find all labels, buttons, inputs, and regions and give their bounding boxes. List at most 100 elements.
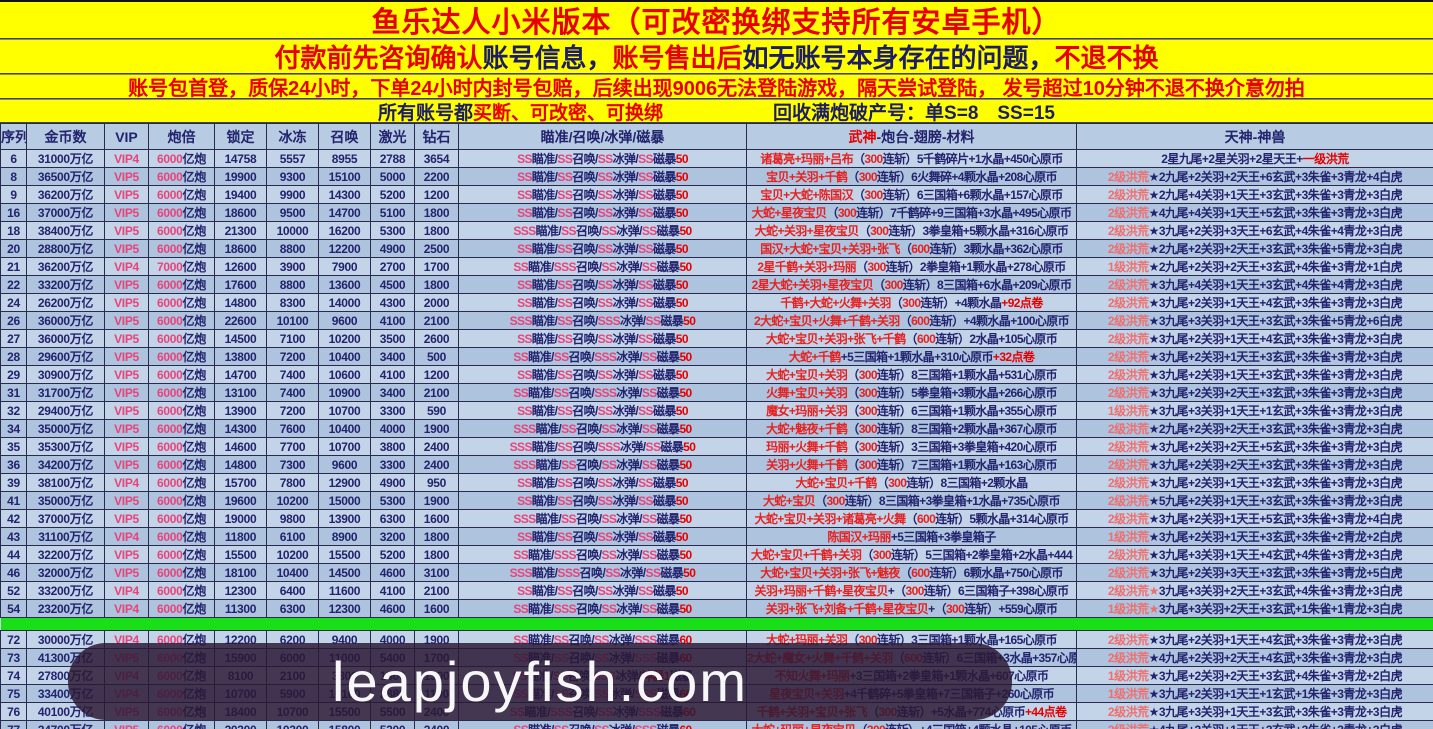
buyout-note: 所有账号都买断、可改密、可换绑 [378, 99, 663, 123]
payment-notice-banner: 付款前先咨询确认账号信息，账号售出后如无账号本身存在的问题，不退不换 [0, 39, 1433, 74]
cell-lock: 14800 [215, 294, 267, 312]
cell-seq: 24 [1, 294, 27, 312]
cell-vip: VIP5 [105, 492, 149, 510]
cell-lock: 18100 [215, 564, 267, 582]
cell-skills: SS瞄准/SSS召唤/SS冰弹/SS磁暴50 [459, 600, 747, 618]
cell-laser: 5300 [371, 222, 415, 240]
cell-seq: 29 [1, 366, 27, 384]
cell-deity-beasts: 2级洪荒★3九尾+2关羽+1天王+3玄武+3朱雀+3青龙+3白虎 [1077, 366, 1433, 384]
column-header: 瞄准/召唤/冰弹/磁暴 [459, 124, 747, 150]
cell-cannon: 6000亿炮 [149, 348, 215, 366]
column-header: 钻石 [415, 124, 459, 150]
column-header: 序列 [1, 124, 27, 150]
cell-warrior-gear: 关羽+火舞+千鹤（300连斩）7三国箱+1颗水晶+163心原币 [747, 456, 1077, 474]
cell-deity-beasts: 2级洪荒★4九尾+2关羽+1天王+3玄武+3朱雀+3青龙+3白虎 [1077, 721, 1433, 729]
cell-seq: 32 [1, 402, 27, 420]
cell-gold: 26200万亿 [27, 294, 105, 312]
cell-seq: 28 [1, 348, 27, 366]
cell-summon: 9600 [319, 312, 371, 330]
cell-vip: VIP5 [105, 402, 149, 420]
cell-laser: 5000 [371, 168, 415, 186]
cell-skills: SSS瞄准/SS召唤/SSS冰弹/SS磁暴50 [459, 438, 747, 456]
cell-laser: 3500 [371, 330, 415, 348]
cell-lock: 12600 [215, 258, 267, 276]
cell-skills: SS瞄准/SS召唤/SS冰弹/SS磁暴50 [459, 330, 747, 348]
cell-gold: 33200万亿 [27, 582, 105, 600]
cell-skills: SSS瞄准/SS召唤/SS冰弹/SS磁暴50 [459, 222, 747, 240]
cell-warrior-gear: 宝贝+大蛇+陈国汉（300连斩）6三国箱+6颗水晶+157心原币 [747, 186, 1077, 204]
column-header: 召唤 [319, 124, 371, 150]
banner-segment: 账号信息， [482, 39, 612, 74]
cell-summon: 12200 [319, 240, 371, 258]
cell-seq: 34 [1, 420, 27, 438]
cell-cannon: 7000亿炮 [149, 258, 215, 276]
cell-laser: 4100 [371, 366, 415, 384]
cell-vip: VIP4 [105, 258, 149, 276]
cell-skills: SSS瞄准/SS召唤/SS冰弹/SS磁暴50 [459, 510, 747, 528]
cell-freeze: 9800 [267, 510, 319, 528]
cell-deity-beasts: 2级洪荒★3九尾+2关羽+3天王+6玄武+4朱雀+4青龙+3白虎 [1077, 222, 1433, 240]
section-divider [1, 618, 1433, 631]
cell-lock: 22600 [215, 312, 267, 330]
cell-skills: SS瞄准/SSS召唤/SS冰弹/SS磁暴50 [459, 258, 747, 276]
cell-seq: 27 [1, 330, 27, 348]
cell-diamond: 1800 [415, 276, 459, 294]
cell-seq: 42 [1, 510, 27, 528]
cell-laser: 4300 [371, 294, 415, 312]
cell-gold: 31700万亿 [27, 384, 105, 402]
cell-deity-beasts: 2级洪荒★2九尾+2关羽+2天王+3玄武+3朱雀+3青龙+3白虎 [1077, 420, 1433, 438]
cell-vip: VIP5 [105, 456, 149, 474]
cell-gold: 35000万亿 [27, 492, 105, 510]
cell-gold: 34200万亿 [27, 456, 105, 474]
column-header: VIP [105, 124, 149, 150]
cell-deity-beasts: 2级洪荒★3九尾+2关羽+1天王+5玄武+3朱雀+3青龙+4白虎 [1077, 510, 1433, 528]
cell-diamond: 2100 [415, 384, 459, 402]
cell-lock: 21300 [215, 222, 267, 240]
cell-deity-beasts: 2级洪荒★3九尾+3关羽+1天王+4玄武+4朱雀+3青龙+3白虎 [1077, 546, 1433, 564]
cell-cannon: 6000亿炮 [149, 492, 215, 510]
cell-gold: 37000万亿 [27, 204, 105, 222]
cell-deity-beasts: 1级洪荒★3九尾+2关羽+1天王+3玄武+3朱雀+2青龙+2白虎 [1077, 528, 1433, 546]
cell-gold: 30900万亿 [27, 366, 105, 384]
cell-skills: SS瞄准/SS召唤/SS冰弹/SS磁暴50 [459, 294, 747, 312]
cell-diamond: 590 [415, 402, 459, 420]
cell-deity-beasts: 2级洪荒★5九尾+2关羽+1天王+3玄武+3朱雀+3青龙+3白虎 [1077, 492, 1433, 510]
recycle-note: 回收满炮破产号：单S=8 SS=15 [773, 99, 1055, 123]
cell-gold: 36200万亿 [27, 258, 105, 276]
cell-laser: 5200 [371, 186, 415, 204]
cell-cannon: 6000亿炮 [149, 222, 215, 240]
cell-diamond: 1900 [415, 420, 459, 438]
cell-warrior-gear: 2星大蛇+关羽+星夜宝贝（300连斩）8三国箱+6水晶+209心原币 [747, 276, 1077, 294]
cell-skills: SS瞄准/SSS召唤/SS冰弹/SS磁暴50 [459, 546, 747, 564]
cell-warrior-gear: 魔女+玛丽+关羽（300连斩）6三国箱+1颗水晶+355心原币 [747, 402, 1077, 420]
cell-skills: SS瞄准/SS召唤/SSS冰弹/SS磁暴50 [459, 348, 747, 366]
cell-gold: 35300万亿 [27, 438, 105, 456]
cell-diamond: 1800 [415, 222, 459, 240]
cell-warrior-gear: 大蛇+宝贝+关羽（300连斩）8三国箱+1颗水晶+531心原币 [747, 366, 1077, 384]
cell-gold: 37000万亿 [27, 510, 105, 528]
banner-segment: 不退不换 [1055, 39, 1159, 74]
cell-diamond: 1800 [415, 528, 459, 546]
cell-deity-beasts: 2级洪荒★3九尾+3关羽+1天王+3玄武+3朱雀+3青龙+3白虎 [1077, 703, 1433, 721]
cell-diamond: 1600 [415, 600, 459, 618]
cell-summon: 14500 [319, 564, 371, 582]
cell-gold: 33200万亿 [27, 276, 105, 294]
buyout-recycle-banner: 所有账号都买断、可改密、可换绑 回收满炮破产号：单S=8 SS=15 [0, 99, 1433, 123]
cell-skills: SS瞄准/SS召唤/SSS冰弹/SS磁暴50 [459, 384, 747, 402]
cell-freeze: 10400 [267, 564, 319, 582]
cell-vip: VIP5 [105, 564, 149, 582]
cell-warrior-gear: 火舞+宝贝+关羽（300连斩）5拳皇箱+3颗水晶+266心原币 [747, 384, 1077, 402]
cell-cannon: 6000亿炮 [149, 582, 215, 600]
cell-summon: 13600 [319, 276, 371, 294]
cell-deity-beasts: 2级洪荒★2九尾+2关羽+2天王+6玄武+3朱雀+3青龙+4白虎 [1077, 168, 1433, 186]
cell-cannon: 6000亿炮 [149, 721, 215, 729]
